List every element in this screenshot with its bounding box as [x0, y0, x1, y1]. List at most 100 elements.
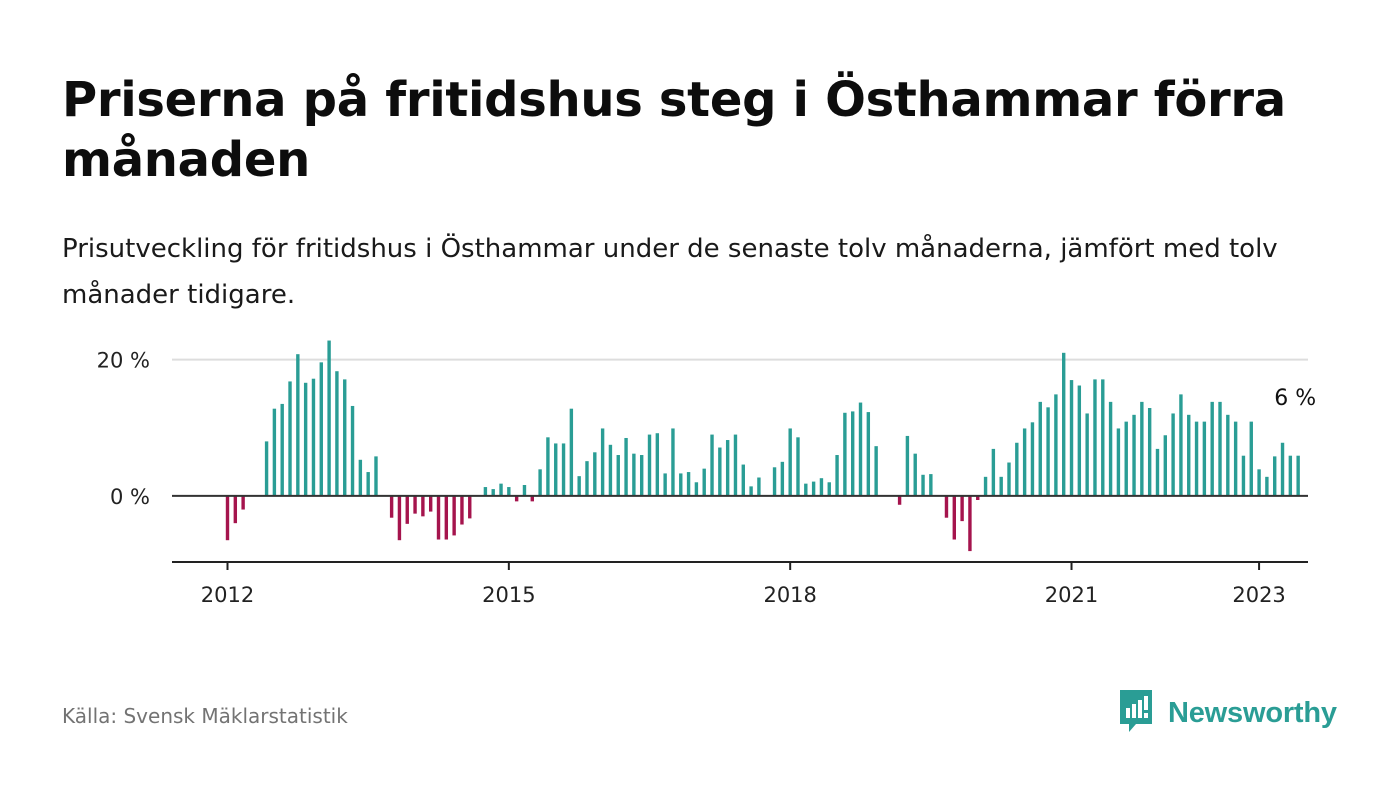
bar — [991, 448, 996, 496]
bar — [444, 495, 449, 540]
bar — [389, 495, 394, 518]
bar — [1085, 413, 1089, 496]
bar — [788, 428, 792, 496]
bar — [968, 495, 972, 552]
bar — [428, 495, 433, 512]
bar — [929, 474, 933, 496]
bar — [460, 495, 464, 525]
bar — [1140, 401, 1144, 496]
bar — [694, 482, 699, 496]
bar — [686, 472, 691, 496]
bar — [632, 453, 636, 496]
bar — [702, 468, 706, 496]
bar — [522, 485, 527, 496]
bar — [413, 495, 417, 514]
bar — [1163, 435, 1167, 496]
bar — [1132, 414, 1136, 496]
bar — [960, 495, 964, 522]
bar — [585, 461, 589, 496]
x-tick-label: 2023 — [1232, 583, 1285, 607]
bar — [1202, 421, 1207, 496]
bar — [1030, 422, 1035, 496]
bar — [952, 495, 956, 540]
bar — [741, 464, 745, 496]
bar — [1108, 401, 1113, 496]
bar — [593, 452, 597, 496]
bar — [851, 411, 855, 496]
bar — [616, 455, 620, 496]
bar — [288, 381, 292, 496]
bar — [1124, 421, 1128, 496]
bar — [1147, 408, 1152, 496]
bar — [311, 378, 316, 496]
bar — [600, 428, 605, 496]
bar — [983, 476, 988, 496]
bar — [608, 444, 613, 496]
bar — [225, 495, 230, 541]
bar — [1015, 442, 1019, 496]
bar — [827, 482, 831, 496]
bar — [1046, 407, 1050, 496]
bar — [538, 469, 542, 496]
bar — [835, 455, 839, 496]
bar — [530, 495, 534, 502]
bar — [1241, 455, 1246, 496]
bar — [1280, 442, 1285, 496]
bar — [507, 487, 511, 496]
bar — [804, 483, 808, 496]
bar — [718, 447, 722, 496]
x-tick-label: 2015 — [482, 583, 535, 607]
bar — [1062, 352, 1066, 496]
bar — [1265, 476, 1269, 496]
bar — [671, 428, 675, 496]
chart-subtitle: Prisutveckling för fritidshus i Östhamma… — [62, 234, 1278, 310]
bar — [1038, 401, 1042, 496]
bar — [1101, 379, 1105, 496]
bar — [1249, 421, 1253, 496]
axes: 0 % 20 % 2012 2015 2018 2021 2023 6 % — [97, 349, 1317, 607]
bar — [819, 478, 824, 496]
bar — [811, 481, 816, 496]
bar — [468, 495, 472, 519]
bar — [436, 495, 441, 540]
bar — [366, 472, 370, 496]
bar — [639, 455, 644, 496]
bar — [999, 476, 1003, 496]
bar — [710, 434, 714, 496]
bar — [1210, 401, 1214, 496]
bar — [1218, 401, 1222, 496]
bar — [1054, 394, 1058, 496]
bar — [319, 362, 323, 496]
bar — [491, 489, 495, 496]
bar — [327, 340, 331, 496]
bar — [866, 412, 871, 496]
bar — [1155, 448, 1160, 496]
bar — [679, 473, 683, 496]
bar — [858, 402, 863, 496]
bar — [1077, 385, 1082, 496]
bar — [663, 473, 667, 496]
newsworthy-logo-icon — [1118, 688, 1154, 738]
bar — [1273, 456, 1277, 496]
bar — [1093, 379, 1097, 496]
bar — [264, 441, 269, 496]
y-tick-label: 0 % — [110, 485, 150, 509]
bar — [303, 382, 308, 496]
bar — [1007, 462, 1011, 496]
bar — [1296, 455, 1300, 496]
bar — [796, 437, 800, 496]
chart-title: Priserna på fritidshus steg i Östhammar … — [62, 72, 1286, 188]
bar — [421, 495, 425, 517]
bar — [561, 443, 566, 496]
bar-series — [225, 340, 1300, 552]
bar — [843, 412, 847, 496]
bar — [913, 453, 917, 496]
bar — [546, 437, 550, 496]
bar — [499, 483, 503, 496]
y-tick-label: 20 % — [97, 349, 150, 373]
newsworthy-logo[interactable]: Newsworthy — [1118, 688, 1337, 738]
x-tick-label: 2012 — [201, 583, 254, 607]
bar — [976, 495, 980, 500]
x-tick-label: 2018 — [763, 583, 816, 607]
bar — [280, 403, 284, 496]
